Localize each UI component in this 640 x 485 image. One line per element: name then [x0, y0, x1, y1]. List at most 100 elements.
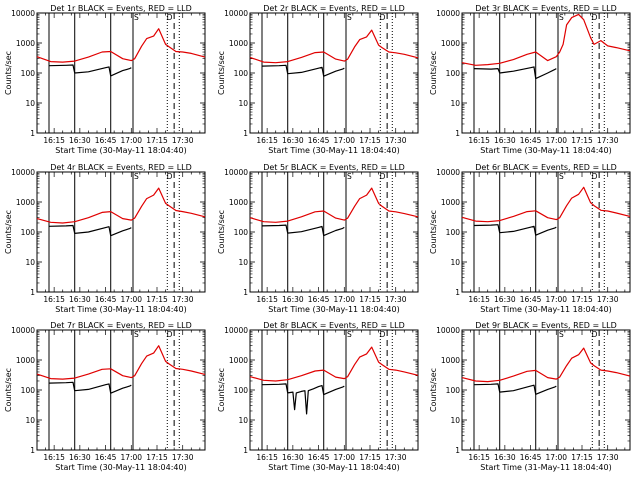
y-tick-label: 10000	[11, 9, 35, 18]
y-tick-label: 10	[450, 416, 460, 425]
flag-label: S	[134, 330, 139, 339]
x-tick-label: 17:00	[120, 453, 142, 462]
x-tick-label: 16:45	[95, 453, 117, 462]
x-tick-label: 16:30	[69, 295, 91, 304]
lld-series-line	[461, 347, 631, 383]
x-axis-label: Start Time (30-May-11 18:04:40)	[268, 463, 399, 472]
y-axis-label: Counts/sec	[429, 51, 438, 95]
events-series-line	[261, 224, 345, 237]
x-tick-label: 17:15	[146, 453, 168, 462]
x-tick-label: 17:30	[597, 453, 619, 462]
y-tick-label: 10	[25, 258, 35, 267]
flag-label: D	[592, 13, 598, 22]
flag-label: D	[380, 330, 386, 339]
y-tick-label: 10000	[224, 168, 248, 177]
y-tick-label: 10	[238, 99, 248, 108]
chart-title: Det 4r BLACK = Events, RED = LLD	[50, 163, 192, 172]
x-tick-label: 16:30	[69, 136, 91, 145]
flag-label: D	[167, 13, 173, 22]
x-tick-label: 16:30	[494, 453, 516, 462]
y-tick-label: 1000	[441, 39, 460, 48]
x-tick-label: 16:30	[282, 136, 304, 145]
flag-label: D	[592, 330, 598, 339]
chart-panel-9: Det 9r BLACK = Events, RED = LLD 1 10 100 10…	[429, 321, 631, 472]
x-tick-label: 17:15	[571, 295, 593, 304]
x-tick-label: 17:30	[385, 295, 407, 304]
chart-panel-3: Det 3r BLACK = Events, RED = LLD 1 10 100 10…	[429, 4, 631, 155]
y-tick-label: 1000	[16, 198, 35, 207]
chart-panel-8: Det 8r BLACK = Events, RED = LLD 1 10 100 10…	[217, 321, 419, 472]
events-series-line	[261, 64, 345, 77]
y-tick-label: 1000	[229, 356, 248, 365]
flag-label: S	[347, 13, 352, 22]
x-tick-label: 16:45	[520, 453, 542, 462]
y-axis-label: Counts/sec	[217, 210, 226, 254]
y-tick-label: 1000	[229, 198, 248, 207]
x-tick-label: 17:15	[146, 295, 168, 304]
x-tick-label: 17:00	[120, 136, 142, 145]
chart-panel-6: Det 6r BLACK = Events, RED = LLD 1 10 100 10…	[429, 163, 631, 314]
flag-label: S	[559, 172, 564, 181]
chart-panel-5: Det 5r BLACK = Events, RED = LLD 1 10 100 10…	[217, 163, 419, 314]
x-tick-label: 16:15	[256, 136, 278, 145]
x-tick-label: 17:30	[172, 295, 194, 304]
x-tick-label: 17:15	[571, 453, 593, 462]
y-tick-label: 10000	[11, 326, 35, 335]
x-tick-label: 16:30	[69, 453, 91, 462]
x-axis-label: Start Time (30-May-11 18:04:40)	[55, 146, 186, 155]
chart-panel-4: Det 4r BLACK = Events, RED = LLD 1 10 100 10…	[4, 163, 206, 314]
x-tick-label: 16:30	[494, 136, 516, 145]
lld-series-line	[249, 29, 419, 64]
x-axis-label: Start Time (31-May-11 18:04:40)	[480, 463, 611, 472]
flag-label: D	[380, 172, 386, 181]
events-series-line	[48, 381, 132, 394]
y-tick-label: 10	[450, 258, 460, 267]
x-axis-label: Start Time (30-May-11 18:04:40)	[55, 463, 186, 472]
y-tick-label: 10	[450, 99, 460, 108]
y-tick-label: 10	[25, 416, 35, 425]
x-tick-label: 16:30	[282, 295, 304, 304]
y-tick-label: 1000	[16, 39, 35, 48]
x-tick-label: 16:15	[468, 136, 490, 145]
y-axis-label: Counts/sec	[4, 210, 13, 254]
x-tick-label: 16:15	[43, 453, 65, 462]
x-tick-label: 17:00	[545, 295, 567, 304]
x-tick-label: 16:15	[468, 295, 490, 304]
y-axis-label: Counts/sec	[217, 368, 226, 412]
y-tick-label: 1000	[441, 198, 460, 207]
y-tick-label: 10000	[11, 168, 35, 177]
x-tick-label: 17:15	[571, 136, 593, 145]
y-tick-label: 10	[25, 99, 35, 108]
y-tick-label: 1	[30, 129, 35, 138]
chart-title: Det 9r BLACK = Events, RED = LLD	[475, 321, 617, 330]
x-tick-label: 17:30	[172, 453, 194, 462]
chart-title: Det 3r BLACK = Events, RED = LLD	[475, 4, 617, 13]
x-tick-label: 17:15	[146, 136, 168, 145]
x-tick-label: 16:45	[308, 136, 330, 145]
y-tick-label: 100	[234, 69, 249, 78]
events-series-line	[473, 224, 557, 236]
y-tick-label: 1	[243, 288, 248, 297]
y-tick-label: 1000	[441, 356, 460, 365]
y-tick-label: 10	[238, 258, 248, 267]
x-tick-label: 17:00	[333, 295, 355, 304]
events-series-line	[48, 64, 132, 77]
y-tick-label: 100	[446, 69, 461, 78]
y-tick-label: 10000	[436, 326, 460, 335]
flag-label: S	[347, 330, 352, 339]
x-axis-label: Start Time (30-May-11 18:04:40)	[268, 305, 399, 314]
x-tick-label: 17:00	[333, 136, 355, 145]
flag-label: S	[559, 13, 564, 22]
x-axis-label: Start Time (30-May-11 18:04:40)	[55, 305, 186, 314]
x-tick-label: 17:30	[172, 136, 194, 145]
x-tick-label: 16:45	[520, 136, 542, 145]
y-tick-label: 1	[243, 129, 248, 138]
y-tick-label: 100	[21, 386, 36, 395]
x-tick-label: 16:30	[282, 453, 304, 462]
x-tick-label: 17:30	[385, 453, 407, 462]
y-tick-label: 100	[21, 69, 36, 78]
y-tick-label: 100	[446, 386, 461, 395]
y-axis-label: Counts/sec	[4, 368, 13, 412]
y-tick-label: 10000	[224, 326, 248, 335]
